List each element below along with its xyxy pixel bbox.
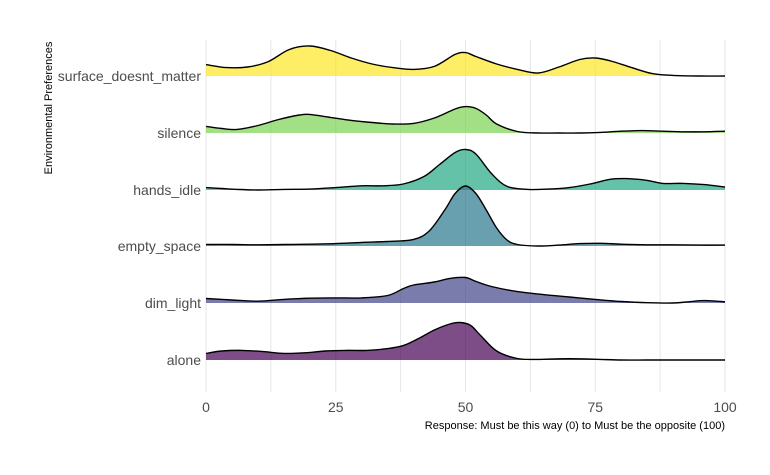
ridge-outline <box>205 148 726 191</box>
ridges <box>205 45 726 361</box>
x-tick-label: 50 <box>458 399 474 415</box>
ridge-outline <box>205 276 726 304</box>
ridge-empty-space <box>205 185 726 247</box>
category-label: dim_light <box>145 295 201 311</box>
ridge-outline <box>205 321 725 361</box>
x-tick-label: 0 <box>202 399 210 415</box>
ridge-area <box>206 186 725 247</box>
x-axis-title: Response: Must be this way (0) to Must b… <box>425 420 725 432</box>
x-tick-label: 25 <box>328 399 344 415</box>
category-label: silence <box>157 125 201 141</box>
category-label: surface_doesnt_matter <box>58 68 202 84</box>
ridge-outline <box>205 45 726 77</box>
ridge-surface-doesnt-matter <box>205 45 726 77</box>
ridge-outline <box>205 185 726 247</box>
x-tick-labels: 0 25 50 75 100 <box>202 399 737 415</box>
ridge-dim-light <box>205 276 726 304</box>
ridge-alone <box>205 321 725 361</box>
x-tick-label: 100 <box>713 399 737 415</box>
ridge-area <box>206 149 725 190</box>
category-label: alone <box>167 352 201 368</box>
x-tick-label: 75 <box>587 399 603 415</box>
ridge-hands-idle <box>205 148 726 191</box>
ridge-area <box>206 277 725 304</box>
y-axis-title: Environmental Preferences <box>43 41 55 174</box>
ridge-silence <box>205 105 726 134</box>
ridge-area <box>206 322 725 361</box>
category-label: empty_space <box>118 238 201 254</box>
category-label: hands_idle <box>133 182 201 198</box>
ridge-area <box>206 106 725 134</box>
ridge-area <box>206 45 725 77</box>
ridge-outline <box>205 105 726 134</box>
